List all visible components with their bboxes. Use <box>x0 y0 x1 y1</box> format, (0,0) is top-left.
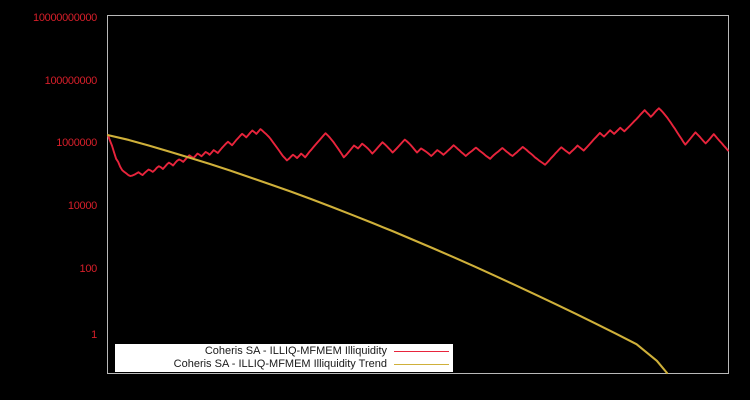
legend-entry-trend: Coheris SA - ILLIQ-MFMEM Illiquidity Tre… <box>119 358 449 371</box>
ytick-label-5: 1 <box>91 329 97 341</box>
ytick-label-3: 10000 <box>67 200 97 212</box>
line-swatch-gold-icon <box>394 364 449 365</box>
ytick-label-4: 100 <box>79 263 98 275</box>
legend-label-trend: Coheris SA - ILLIQ-MFMEM Illiquidity Tre… <box>173 358 387 370</box>
legend-label-illiquidity: Coheris SA - ILLIQ-MFMEM Illiquidity <box>204 345 387 357</box>
ytick-label-1: 100000000 <box>44 75 98 87</box>
ytick-label-0: 10000000000 <box>33 12 97 24</box>
legend-entry-illiquidity: Coheris SA - ILLIQ-MFMEM Illiquidity <box>119 345 449 358</box>
plot-area <box>107 15 729 374</box>
chart-legend: Coheris SA - ILLIQ-MFMEM Illiquidity Coh… <box>114 343 454 373</box>
series-line-trend <box>106 134 669 375</box>
ytick-label-2: 1000000 <box>56 137 97 149</box>
line-swatch-red-icon <box>394 351 449 352</box>
series-line-illiquidity <box>107 107 729 177</box>
